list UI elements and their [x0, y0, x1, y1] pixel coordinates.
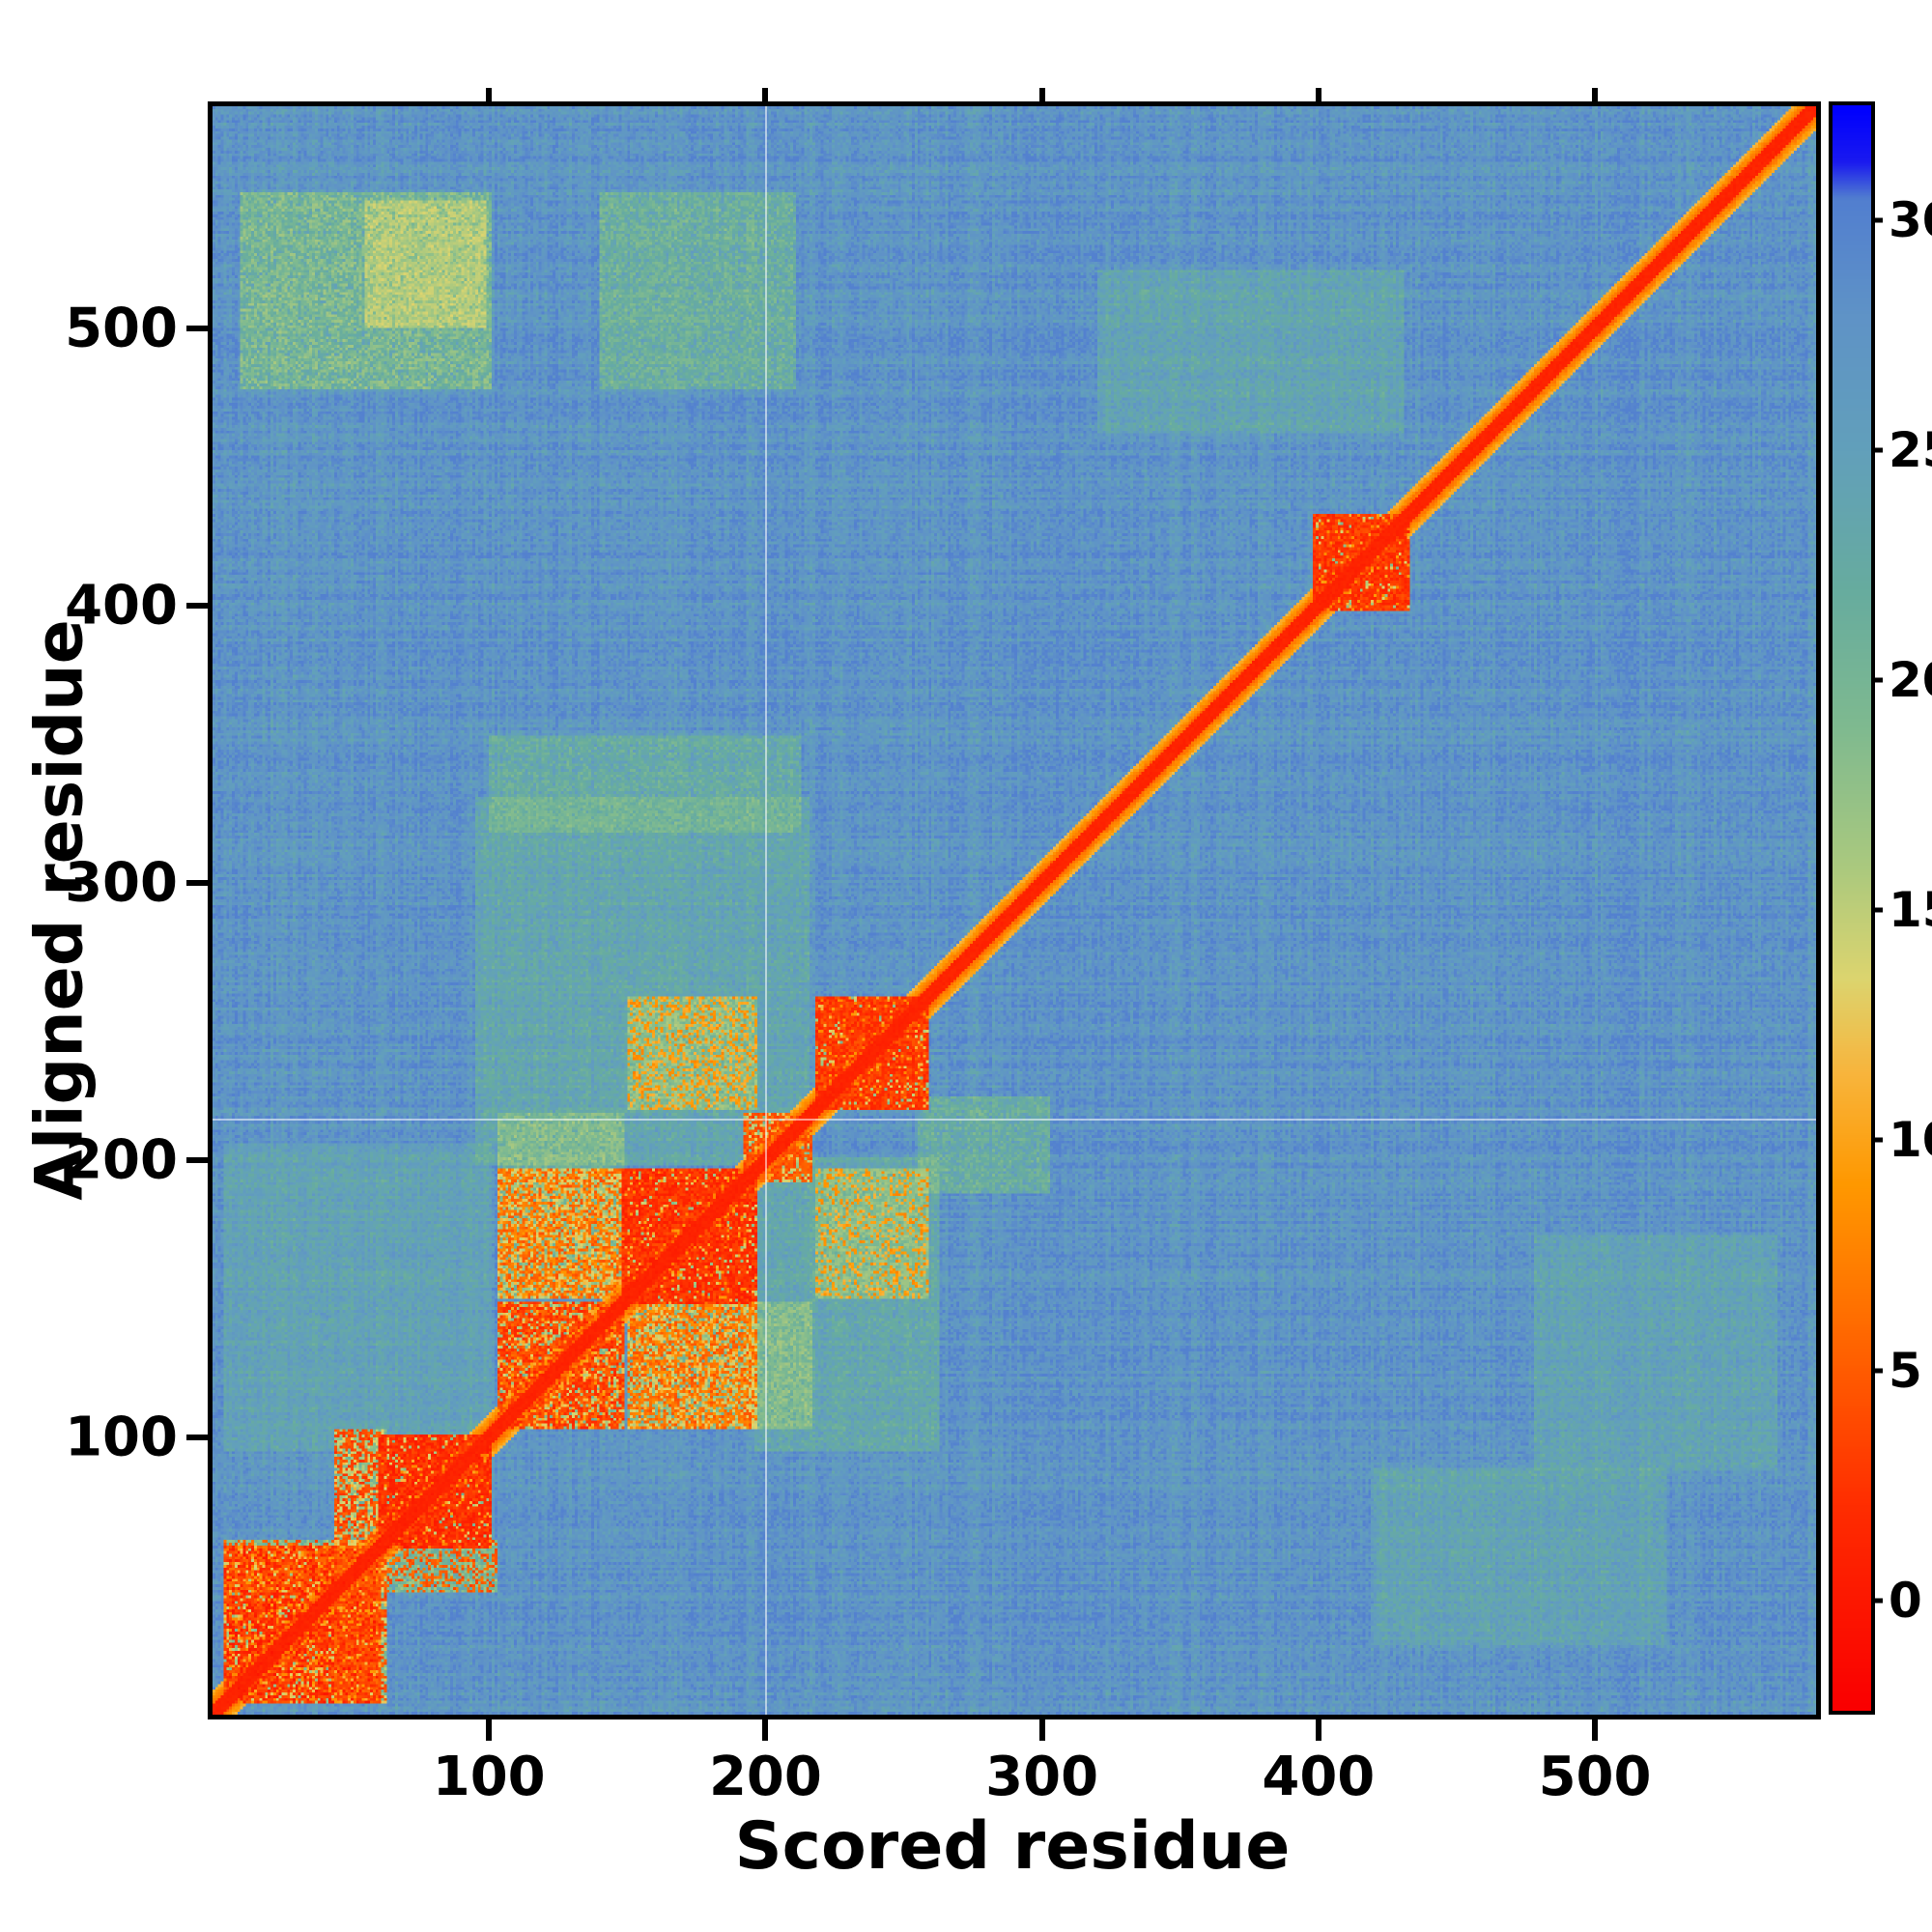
colorbar-tick-label: 15	[1889, 882, 1932, 939]
y-axis-tick	[186, 1156, 208, 1163]
x-tick-label: 400	[1262, 1746, 1376, 1808]
y-tick-label: 200	[65, 1128, 178, 1192]
x-axis-tick-top	[1038, 88, 1045, 101]
colorbar-tick	[1871, 217, 1883, 223]
x-axis-tick	[1315, 1719, 1321, 1741]
x-axis-tick	[1038, 1719, 1045, 1741]
x-tick-label: 100	[432, 1746, 546, 1808]
y-axis-label: Aligned residue	[21, 619, 99, 1201]
x-tick-label: 200	[708, 1746, 822, 1808]
x-axis-label: Scored residue	[734, 1808, 1291, 1885]
colorbar	[1829, 101, 1875, 1715]
y-axis-tick	[186, 1434, 208, 1440]
y-axis-tick	[186, 879, 208, 886]
colorbar-tick-label: 10	[1889, 1112, 1932, 1169]
x-tick-label: 300	[985, 1746, 1099, 1808]
y-axis-tick	[186, 602, 208, 609]
y-tick-label: 100	[65, 1406, 178, 1469]
colorbar-tick-label: 0	[1889, 1572, 1922, 1629]
y-tick-label: 400	[65, 574, 178, 638]
colorbar-tick-label: 5	[1889, 1342, 1922, 1399]
y-tick-label: 300	[65, 851, 178, 915]
y-axis-tick	[186, 325, 208, 331]
x-axis-tick-top	[762, 88, 769, 101]
colorbar-tick-label: 30	[1889, 192, 1932, 249]
colorbar-gradient	[1833, 105, 1871, 1711]
x-axis-tick-top	[1592, 88, 1599, 101]
x-axis-tick-top	[486, 88, 493, 101]
colorbar-tick	[1871, 1598, 1883, 1604]
colorbar-tick	[1871, 447, 1883, 453]
colorbar-tick	[1871, 1368, 1883, 1374]
colorbar-tick	[1871, 677, 1883, 683]
x-axis-tick	[762, 1719, 769, 1741]
heatmap-canvas	[213, 106, 1816, 1715]
y-tick-label: 500	[65, 297, 178, 360]
x-axis-tick	[1592, 1719, 1599, 1741]
colorbar-tick	[1871, 907, 1883, 913]
x-axis-tick	[486, 1719, 493, 1741]
x-tick-label: 500	[1538, 1746, 1652, 1808]
colorbar-tick-label: 20	[1889, 652, 1932, 709]
heatmap-plot-area	[208, 101, 1821, 1719]
colorbar-tick	[1871, 1137, 1883, 1143]
colorbar-tick-label: 25	[1889, 422, 1932, 479]
x-axis-tick-top	[1315, 88, 1321, 101]
